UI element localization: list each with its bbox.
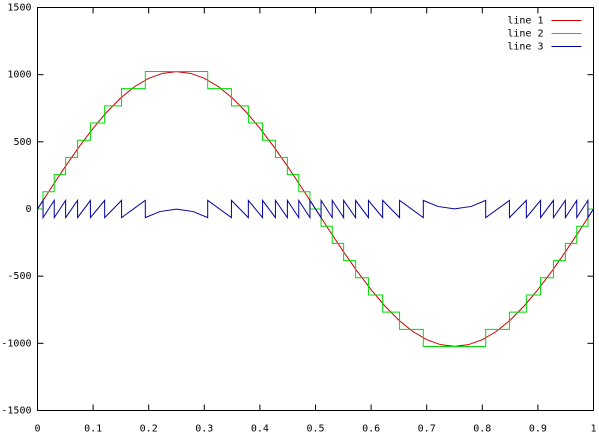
y-tick-label: 0 (25, 204, 31, 215)
x-tick-label: 0.7 (418, 424, 436, 435)
x-tick-label: 0.8 (473, 424, 491, 435)
y-tick-label: -500 (7, 271, 31, 282)
x-tick-label: 0.5 (306, 424, 324, 435)
y-tick-label: 500 (13, 137, 31, 148)
y-tick-label: 1000 (7, 70, 31, 81)
x-tick-label: 0.9 (529, 424, 547, 435)
legend-label: line 1 (507, 16, 543, 27)
x-tick-label: 0.2 (140, 424, 158, 435)
x-tick-label: 0.6 (362, 424, 380, 435)
x-tick-label: 0.1 (84, 424, 102, 435)
legend-label: line 2 (507, 29, 543, 40)
legend-label: line 3 (507, 42, 543, 53)
series-line (37, 198, 594, 220)
x-tick-label: 1 (590, 424, 596, 435)
y-tick-label: -1500 (1, 406, 31, 417)
x-tick-label: 0.4 (251, 424, 269, 435)
y-tick-label: -1000 (1, 338, 31, 349)
y-tick-label: 1500 (7, 3, 31, 14)
x-tick-label: 0.3 (195, 424, 213, 435)
x-tick-label: 0 (34, 424, 40, 435)
